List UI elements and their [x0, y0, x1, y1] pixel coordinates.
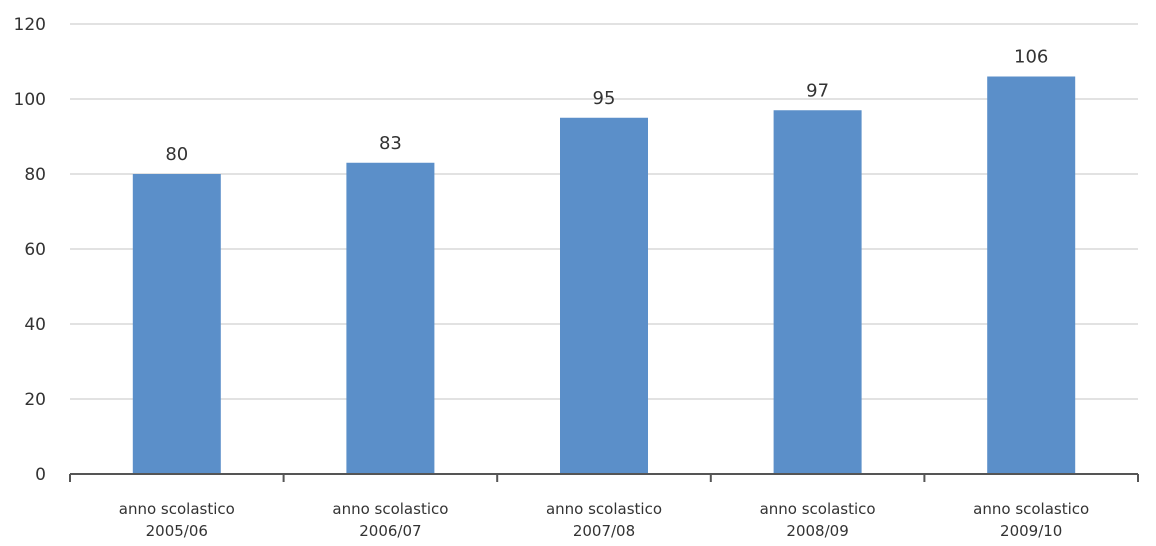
- y-tick-label: 40: [24, 315, 46, 335]
- y-axis-tick-labels: 0 20 40 60 80 100 120: [14, 15, 46, 485]
- x-category-label: anno scolastico: [760, 500, 876, 518]
- y-tick-label: 80: [24, 165, 46, 185]
- data-label: 83: [379, 133, 402, 154]
- data-label: 106: [1014, 47, 1048, 68]
- y-tick-label: 100: [14, 90, 46, 110]
- x-category-label: anno scolastico: [546, 500, 662, 518]
- data-label: 97: [806, 80, 829, 101]
- x-axis-category-labels: anno scolastico 2005/06 anno scolastico 200…: [119, 500, 1089, 540]
- bar: [773, 110, 862, 474]
- x-category-label: anno scolastico: [332, 500, 448, 518]
- x-category-label: 2007/08: [573, 522, 635, 540]
- bars: [132, 76, 1076, 474]
- x-category-label: anno scolastico: [973, 500, 1089, 518]
- bar: [987, 76, 1076, 474]
- y-tick-label: 20: [24, 390, 46, 410]
- bar: [346, 162, 435, 474]
- bar: [132, 174, 221, 474]
- data-label: 95: [593, 88, 616, 109]
- data-labels: 80 83 95 97 106: [165, 47, 1048, 166]
- y-tick-label: 0: [35, 465, 46, 485]
- x-category-label: 2008/09: [786, 522, 848, 540]
- y-tick-label: 60: [24, 240, 46, 260]
- x-category-label: anno scolastico: [119, 500, 235, 518]
- data-label: 80: [165, 144, 188, 165]
- x-category-label: 2009/10: [1000, 522, 1062, 540]
- y-tick-label: 120: [14, 15, 46, 35]
- bar: [560, 117, 648, 474]
- x-category-label: 2005/06: [146, 522, 208, 540]
- x-category-label: 2006/07: [359, 522, 421, 540]
